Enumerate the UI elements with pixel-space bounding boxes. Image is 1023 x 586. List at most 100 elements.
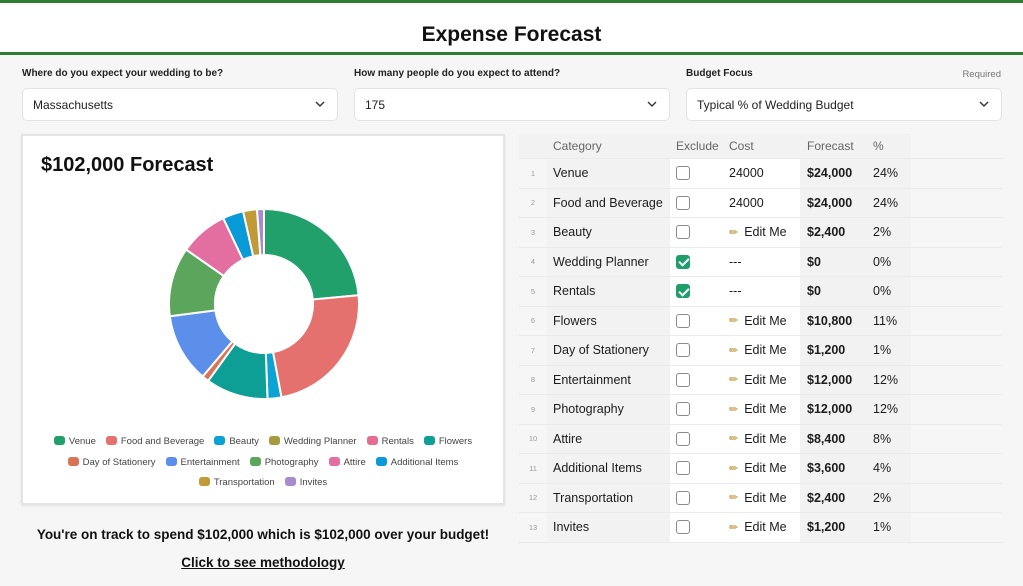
forecast-cell: $10,800 bbox=[800, 306, 866, 335]
legend-item[interactable]: Attire bbox=[328, 453, 366, 474]
cost-cell[interactable]: ✏ Edit Me bbox=[723, 513, 800, 542]
cost-cell[interactable]: ✏ Edit Me bbox=[723, 395, 800, 424]
header-bar: Expense Forecast bbox=[0, 0, 1023, 55]
category-name: Beauty bbox=[553, 225, 592, 240]
legend-swatch bbox=[268, 436, 280, 445]
cost-cell[interactable]: ✏ Edit Me bbox=[723, 336, 800, 365]
table-row: 11 Additional Items ✏ Edit Me $3,600 4% bbox=[519, 454, 1002, 484]
cost-cell[interactable]: ✏ Edit Me bbox=[723, 306, 800, 335]
exclude-checkbox[interactable] bbox=[676, 225, 690, 240]
cost-cell[interactable]: 24000 bbox=[723, 188, 800, 217]
percent-header[interactable]: % bbox=[866, 134, 911, 158]
exclude-checkbox[interactable] bbox=[676, 520, 690, 535]
pencil-icon: ✏ bbox=[729, 433, 739, 446]
cost-value: Edit Me bbox=[744, 313, 787, 328]
guests-select[interactable]: 175 bbox=[354, 88, 670, 121]
exclude-checkbox[interactable] bbox=[676, 166, 690, 181]
legend-swatch bbox=[366, 436, 378, 445]
legend-item[interactable]: Food and Beverage bbox=[105, 432, 204, 453]
category-name: Food and Beverage bbox=[553, 195, 663, 210]
exclude-checkbox[interactable] bbox=[676, 343, 690, 358]
percent-value: 8% bbox=[873, 431, 892, 446]
chevron-down-icon bbox=[647, 101, 657, 107]
cost-cell[interactable]: --- bbox=[723, 277, 800, 306]
legend-item[interactable]: Rentals bbox=[366, 432, 414, 453]
exclude-header[interactable]: Exclude bbox=[670, 134, 723, 158]
category-cell: Photography bbox=[547, 395, 670, 424]
budget-focus-label: Budget Focus bbox=[686, 68, 753, 79]
legend-item[interactable]: Flowers bbox=[423, 432, 472, 453]
cost-cell[interactable]: ✏ Edit Me bbox=[723, 365, 800, 394]
cost-cell[interactable]: --- bbox=[723, 247, 800, 276]
percent-cell: 1% bbox=[866, 513, 911, 542]
row-number: 11 bbox=[529, 463, 537, 473]
exclude-checkbox[interactable] bbox=[676, 461, 690, 476]
cost-cell[interactable]: ✏ Edit Me bbox=[723, 483, 800, 512]
donut-slice-venue[interactable] bbox=[263, 207, 360, 301]
cost-cell[interactable]: ✏ Edit Me bbox=[723, 424, 800, 453]
exclude-cell bbox=[670, 306, 723, 335]
legend-item[interactable]: Invites bbox=[284, 473, 328, 494]
row-number: 3 bbox=[530, 227, 536, 237]
percent-value: 12% bbox=[873, 372, 899, 387]
location-value: Massachusetts bbox=[33, 98, 114, 112]
category-cell: Attire bbox=[547, 424, 670, 453]
row-number: 7 bbox=[530, 345, 536, 355]
forecast-value: $3,600 bbox=[807, 461, 846, 476]
category-name: Photography bbox=[553, 402, 624, 417]
chevron-down-icon bbox=[315, 101, 325, 107]
donut-slice-invites[interactable] bbox=[255, 207, 265, 257]
legend-item[interactable]: Entertainment bbox=[165, 453, 240, 474]
legend-item[interactable]: Wedding Planner bbox=[268, 432, 357, 453]
legend-item[interactable]: Venue bbox=[53, 432, 96, 453]
page-title: Expense Forecast bbox=[421, 23, 602, 46]
percent-cell: 0% bbox=[866, 247, 911, 276]
row-number: 12 bbox=[528, 493, 538, 503]
methodology-link[interactable]: Click to see methodology bbox=[181, 555, 345, 570]
category-name: Invites bbox=[553, 520, 590, 535]
row-number: 13 bbox=[528, 522, 538, 532]
legend-swatch bbox=[214, 436, 226, 445]
exclude-checkbox[interactable] bbox=[676, 254, 690, 269]
exclude-checkbox[interactable] bbox=[676, 490, 690, 505]
location-select[interactable]: Massachusetts bbox=[22, 88, 338, 121]
cost-cell[interactable]: ✏ Edit Me bbox=[723, 454, 800, 483]
legend-label: Day of Stationery bbox=[82, 456, 156, 468]
exclude-checkbox[interactable] bbox=[676, 372, 690, 387]
percent-cell: 12% bbox=[866, 395, 911, 424]
exclude-checkbox[interactable] bbox=[676, 313, 690, 328]
legend-item[interactable]: Beauty bbox=[214, 432, 259, 453]
exclude-checkbox[interactable] bbox=[676, 284, 690, 299]
budget-focus-select[interactable]: Typical % of Wedding Budget bbox=[686, 88, 1002, 121]
exclude-checkbox[interactable] bbox=[676, 431, 690, 446]
forecast-cell: $3,600 bbox=[800, 454, 866, 483]
exclude-checkbox[interactable] bbox=[676, 402, 690, 417]
row-number: 2 bbox=[530, 198, 536, 208]
table-row: 9 Photography ✏ Edit Me $12,000 12% bbox=[519, 395, 1002, 425]
table-row: 4 Wedding Planner --- $0 0% bbox=[519, 247, 1002, 277]
forecast-header[interactable]: Forecast bbox=[800, 134, 866, 158]
legend-item[interactable]: Photography bbox=[249, 453, 319, 474]
legend-label: Invites bbox=[299, 477, 328, 488]
category-name: Additional Items bbox=[553, 461, 642, 476]
row-number: 1 bbox=[530, 168, 536, 178]
exclude-checkbox[interactable] bbox=[676, 195, 690, 210]
donut-slice-food-and-beverage[interactable] bbox=[271, 294, 360, 399]
chart-title: $102,000 Forecast bbox=[41, 154, 214, 176]
cost-cell[interactable]: ✏ Edit Me bbox=[723, 218, 800, 247]
forecast-value: $24,000 bbox=[807, 195, 853, 210]
cost-cell[interactable]: 24000 bbox=[723, 159, 800, 188]
legend-item[interactable]: Day of Stationery bbox=[67, 453, 156, 474]
table-row: 12 Transportation ✏ Edit Me $2,400 2% bbox=[519, 483, 1002, 513]
percent-cell: 2% bbox=[866, 483, 911, 512]
forecast-value: $2,400 bbox=[807, 225, 846, 240]
legend-label: Photography bbox=[264, 456, 319, 468]
category-cell: Additional Items bbox=[547, 454, 670, 483]
category-cell: Beauty bbox=[547, 218, 670, 247]
legend-item[interactable]: Transportation bbox=[198, 473, 275, 494]
legend-item[interactable]: Additional Items bbox=[375, 453, 458, 474]
legend-label: Wedding Planner bbox=[283, 436, 357, 447]
percent-cell: 24% bbox=[866, 159, 911, 188]
cost-header[interactable]: Cost bbox=[723, 134, 800, 158]
category-header[interactable]: Category bbox=[547, 134, 670, 158]
